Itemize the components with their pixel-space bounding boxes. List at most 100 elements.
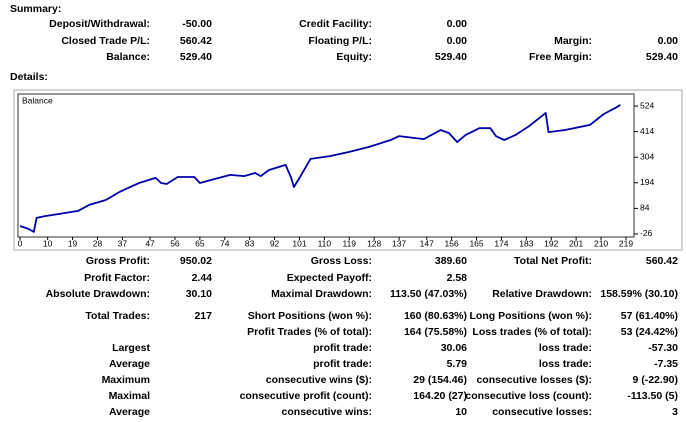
label: Free Margin: <box>529 51 592 63</box>
label: consecutive profit (count): <box>240 390 372 402</box>
label: Gross Loss: <box>311 255 372 267</box>
x-tick-label: 0 <box>18 238 23 248</box>
value: 164 (75.58%) <box>404 326 467 338</box>
label: Floating P/L: <box>308 35 372 47</box>
label: Loss trades (% of total): <box>472 326 592 338</box>
x-tick-label: 201 <box>569 238 583 248</box>
x-tick-label: 37 <box>118 238 128 248</box>
x-tick-label: 156 <box>445 238 459 248</box>
value: 529.40 <box>180 51 212 63</box>
y-tick-label: 304 <box>640 151 654 161</box>
label: Maximal Drawdown: <box>271 288 372 300</box>
value: 5.79 <box>447 358 468 370</box>
value: 529.40 <box>435 51 467 63</box>
value: -113.50 (5) <box>627 390 678 402</box>
series-label: Balance <box>22 95 53 105</box>
label: Long Positions (won %): <box>470 310 592 322</box>
label: Total Trades: <box>85 310 150 322</box>
label: Absolute Drawdown: <box>46 288 150 300</box>
y-tick-label: 194 <box>640 177 654 187</box>
label: Total Net Profit: <box>514 255 592 267</box>
x-tick-label: 192 <box>544 238 558 248</box>
label: consecutive wins ($): <box>266 374 372 386</box>
x-tick-label: 10 <box>43 238 53 248</box>
x-tick-label: 19 <box>68 238 78 248</box>
x-tick-label: 56 <box>170 238 180 248</box>
value: -50.00 <box>182 18 212 30</box>
value: 57 (61.40%) <box>621 310 678 322</box>
value: 0.00 <box>447 18 468 30</box>
label: profit trade: <box>313 342 372 354</box>
label: Profit Trades (% of total): <box>247 326 372 338</box>
y-tick-label: 84 <box>640 203 650 213</box>
x-tick-label: 110 <box>318 238 332 248</box>
label: profit trade: <box>313 358 372 370</box>
balance-line <box>19 104 621 233</box>
label: Maximal <box>109 390 151 402</box>
label: Relative Drawdown: <box>492 288 592 300</box>
y-tick-label: -26 <box>640 228 653 238</box>
value: 217 <box>194 310 212 322</box>
label: Expected Payoff: <box>287 272 372 284</box>
x-tick-label: 219 <box>619 238 633 248</box>
x-tick-label: 174 <box>494 238 508 248</box>
x-tick-label: 210 <box>594 238 608 248</box>
value: 560.42 <box>180 35 212 47</box>
label: Balance: <box>106 51 150 63</box>
label: Closed Trade P/L: <box>61 35 150 47</box>
x-tick-label: 137 <box>392 238 406 248</box>
label: Short Positions (won %): <box>248 310 372 322</box>
plot-area <box>17 93 635 238</box>
label: Largest <box>112 342 150 354</box>
x-tick-label: 147 <box>420 238 434 248</box>
x-tick-label: 165 <box>469 238 483 248</box>
value: 560.42 <box>646 255 678 267</box>
value: 389.60 <box>435 255 467 267</box>
label: Deposit/Withdrawal: <box>49 18 150 30</box>
y-tick-label: 414 <box>640 126 654 136</box>
value: 158.59% (30.10) <box>600 288 678 300</box>
value: 2.58 <box>447 272 468 284</box>
value: -7.35 <box>654 358 678 370</box>
value: -57.30 <box>648 342 678 354</box>
value: 164.20 (27) <box>413 390 467 402</box>
value: 53 (24.42%) <box>621 326 678 338</box>
label: consecutive wins: <box>282 406 372 418</box>
x-tick-label: 28 <box>93 238 103 248</box>
x-tick-label: 92 <box>270 238 280 248</box>
value: 30.10 <box>186 288 212 300</box>
value: 29 (154.46) <box>413 374 467 386</box>
details-title: Details: <box>10 71 48 83</box>
x-tick-label: 65 <box>195 238 205 248</box>
label: consecutive loss (count): <box>465 390 592 402</box>
label: Margin: <box>554 35 592 47</box>
value: 950.02 <box>180 255 212 267</box>
label: Equity: <box>336 51 372 63</box>
x-tick-label: 119 <box>342 238 356 248</box>
value: 10 <box>455 406 467 418</box>
label: Average <box>109 358 150 370</box>
label: loss trade: <box>539 358 592 370</box>
x-tick-label: 101 <box>292 238 306 248</box>
value: 2.44 <box>192 272 213 284</box>
value: 0.00 <box>447 35 468 47</box>
x-tick-label: 128 <box>367 238 381 248</box>
label: loss trade: <box>539 342 592 354</box>
label: Credit Facility: <box>299 18 372 30</box>
value: 160 (80.63%) <box>404 310 467 322</box>
label: Gross Profit: <box>86 255 150 267</box>
x-tick-label: 83 <box>245 238 255 248</box>
label: Average <box>109 406 150 418</box>
value: 0.00 <box>658 35 679 47</box>
value: 529.40 <box>646 51 678 63</box>
label: consecutive losses ($): <box>476 374 592 386</box>
label: Profit Factor: <box>84 272 150 284</box>
x-tick-label: 47 <box>145 238 155 248</box>
y-tick-label: 524 <box>640 100 654 110</box>
value: 30.06 <box>441 342 467 354</box>
label: consecutive losses: <box>492 406 592 418</box>
value: 3 <box>672 406 678 418</box>
x-tick-label: 74 <box>220 238 230 248</box>
